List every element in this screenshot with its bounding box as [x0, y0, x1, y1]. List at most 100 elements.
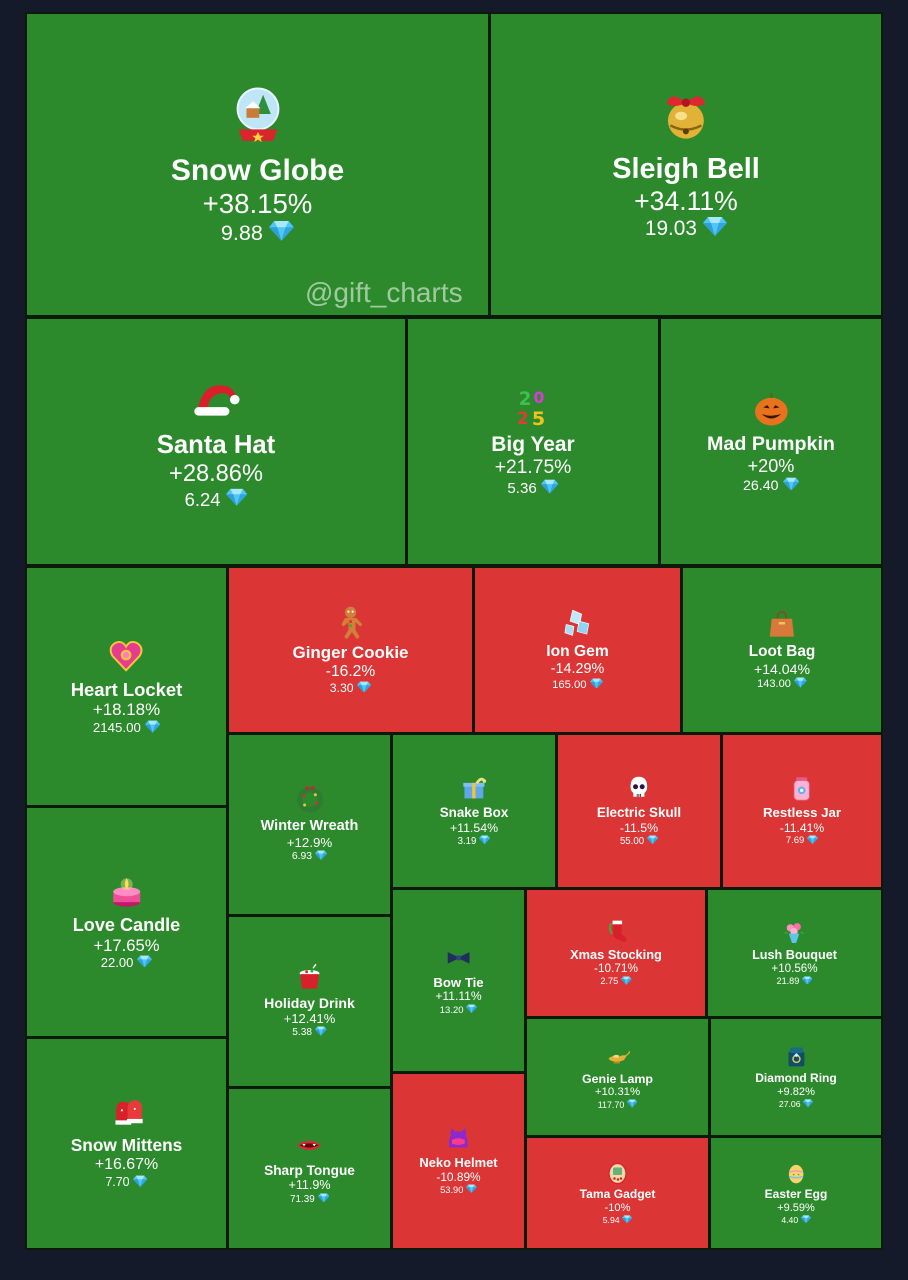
diamond-icon	[137, 955, 153, 971]
tile-price: 26.40	[743, 477, 799, 496]
diamond-icon	[466, 1184, 477, 1196]
tile-sharp-tongue[interactable]: Sharp Tongue +11.9% 71.39	[227, 1087, 392, 1250]
diamond-icon	[144, 720, 161, 737]
holiday-drink-icon	[295, 963, 324, 992]
tile-xmas-stocking[interactable]: Xmas Stocking -10.71% 2.75	[525, 888, 707, 1018]
tile-price-value: 143.00	[757, 678, 791, 691]
tile-ginger-cookie[interactable]: Ginger Cookie -16.2% 3.30	[227, 566, 474, 734]
tile-price: 117.70	[598, 1099, 638, 1110]
tile-price: 13.20	[440, 1004, 478, 1016]
tile-change: +18.18%	[92, 700, 161, 720]
tile-price-value: 6.24	[184, 488, 221, 510]
genie-lamp-icon	[605, 1043, 631, 1069]
tile-change: +10.31%	[594, 1086, 641, 1099]
tile-diamond-ring[interactable]: Diamond Ring +9.82% 27.06	[709, 1017, 883, 1137]
tile-price: 53.90	[440, 1184, 477, 1196]
diamond-icon	[646, 835, 659, 848]
snow-mittens-icon	[109, 1096, 145, 1132]
watermark: @gift_charts	[305, 277, 463, 308]
tile-price: 9.88	[220, 220, 295, 247]
tile-name: Winter Wreath	[260, 818, 359, 835]
tile-price-value: 5.38	[292, 1027, 313, 1039]
svg-text:5: 5	[532, 408, 545, 428]
diamond-icon	[807, 835, 819, 848]
tile-holiday-drink[interactable]: Holiday Drink +12.41% 5.38	[227, 915, 392, 1088]
tile-price: 22.00	[100, 955, 153, 971]
tile-name: Xmas Stocking	[570, 946, 662, 962]
tile-change: +16.67%	[94, 1156, 159, 1174]
tile-lush-bouquet[interactable]: Lush Bouquet +10.56% 21.89	[706, 888, 883, 1018]
tile-name: Holiday Drink	[264, 995, 355, 1012]
tile-price-value: 117.70	[597, 1099, 625, 1110]
tile-price-value: 2145.00	[92, 720, 141, 736]
tile-change: +11.11%	[435, 989, 482, 1004]
tile-sleigh-bell[interactable]: Sleigh Bell +34.11% 19.03	[489, 12, 883, 317]
tile-price-value: 5.94	[602, 1215, 620, 1226]
tile-change: -11.5%	[619, 820, 659, 835]
tile-change: +9.59%	[777, 1201, 815, 1214]
tile-ion-gem[interactable]: Ion Gem -14.29% 165.00	[473, 566, 682, 734]
electric-skull-icon	[625, 774, 653, 802]
svg-text:0: 0	[534, 389, 545, 407]
tile-price-value: 9.88	[220, 220, 263, 246]
tile-price-value: 22.00	[100, 955, 134, 971]
tile-price: 55.00	[619, 835, 659, 848]
tile-price: 143.00	[757, 677, 807, 692]
tile-name: Heart Locket	[70, 679, 183, 701]
tile-electric-skull[interactable]: Electric Skull -11.5% 55.00	[556, 733, 722, 889]
tile-change: +12.41%	[283, 1010, 336, 1026]
pumpkin-icon	[751, 388, 792, 429]
diamond-icon	[800, 1214, 811, 1226]
snake-box-icon	[460, 774, 488, 802]
tile-change: +17.65%	[93, 935, 160, 955]
tile-easter-egg[interactable]: Easter Egg +9.59% 4.40	[709, 1136, 883, 1250]
sleigh-bell-icon	[656, 86, 716, 146]
tile-price: 5.38	[292, 1026, 327, 1040]
tile-name: Mad Pumpkin	[707, 433, 835, 456]
snow-globe-icon	[226, 82, 290, 146]
tile-name: Lush Bouquet	[752, 947, 837, 962]
tile-snow-globe[interactable]: Snow Globe +38.15% 9.88	[25, 12, 490, 317]
tile-winter-wreath[interactable]: Winter Wreath +12.9% 6.93	[227, 733, 392, 916]
tile-price-value: 3.30	[329, 681, 354, 696]
tile-price-value: 55.00	[619, 835, 645, 847]
tile-big-year[interactable]: 2 0 2 5 Big Year +21.75% 5.36	[406, 317, 660, 566]
loot-bag-icon	[766, 608, 798, 640]
tile-price: 21.89	[777, 976, 813, 988]
tile-name: Bow Tie	[433, 974, 484, 990]
diamond-icon	[357, 681, 372, 696]
lush-bouquet-icon	[781, 919, 807, 945]
tile-name: Genie Lamp	[581, 1072, 653, 1087]
tile-name: Tama Gadget	[579, 1187, 656, 1202]
tile-bow-tie[interactable]: Bow Tie +11.11% 13.20	[391, 888, 526, 1073]
tile-change: +10.56%	[771, 962, 818, 976]
tile-price: 6.93	[291, 850, 328, 865]
tile-name: Snow Globe	[170, 153, 345, 187]
diamond-icon	[794, 677, 807, 692]
diamond-icon	[133, 1175, 148, 1191]
tile-change: +21.75%	[494, 456, 572, 478]
svg-text:2: 2	[519, 389, 532, 410]
tile-heart-locket[interactable]: Heart Locket +18.18% 2145.00	[25, 566, 228, 807]
tile-price: 6.24	[185, 488, 248, 511]
tile-santa-hat[interactable]: Santa Hat +28.86% 6.24	[25, 317, 407, 566]
tile-love-candle[interactable]: Love Candle +17.65% 22.00	[25, 806, 228, 1038]
bow-tie-icon	[445, 944, 472, 971]
sharp-tongue-icon	[295, 1131, 323, 1159]
tile-snow-mittens[interactable]: Snow Mittens +16.67% 7.70	[25, 1037, 228, 1250]
tile-price: 19.03	[645, 216, 728, 243]
tile-snake-box[interactable]: Snake Box +11.54% 3.19	[391, 733, 557, 889]
tile-neko-helmet[interactable]: Neko Helmet -10.89% 53.90	[391, 1072, 526, 1250]
tile-change: +11.9%	[288, 1178, 331, 1193]
tile-loot-bag[interactable]: Loot Bag +14.04% 143.00	[681, 566, 883, 734]
tile-mad-pumpkin[interactable]: Mad Pumpkin +20% 26.40	[659, 317, 883, 566]
diamond-icon	[479, 835, 491, 848]
tile-price-value: 5.36	[507, 479, 537, 497]
tile-tama-gadget[interactable]: Tama Gadget -10% 5.94	[525, 1136, 710, 1250]
tile-name: Santa Hat	[156, 431, 276, 460]
tile-restless-jar[interactable]: Restless Jar -11.41% 7.69	[721, 733, 883, 889]
tile-price-value: 6.93	[291, 851, 313, 862]
tile-genie-lamp[interactable]: Genie Lamp +10.31% 117.70	[525, 1017, 710, 1137]
winter-wreath-icon	[295, 784, 325, 814]
love-candle-icon	[108, 873, 145, 910]
